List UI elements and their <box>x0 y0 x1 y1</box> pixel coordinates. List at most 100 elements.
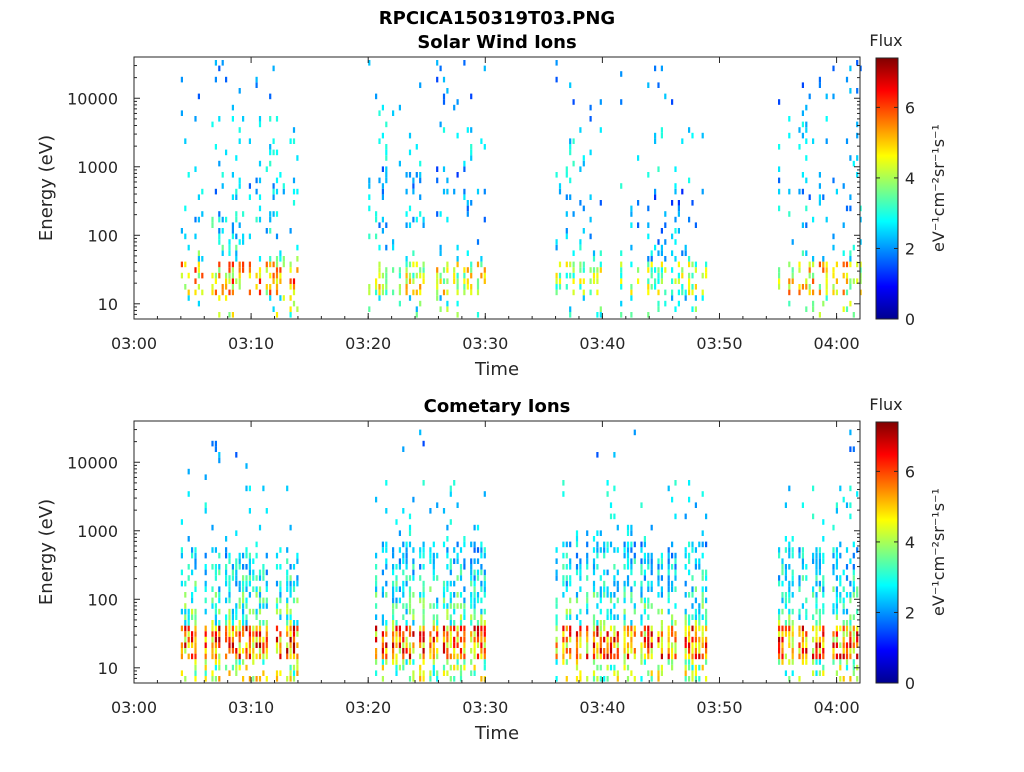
spectrogram-cell <box>565 552 568 559</box>
spectrogram-cell <box>835 592 838 598</box>
spectrogram-cell <box>197 272 200 279</box>
spectrogram-cell <box>408 272 412 279</box>
spectrogram-cell <box>606 586 609 592</box>
spectrogram-cell <box>275 564 279 570</box>
colorbar <box>875 57 899 320</box>
spectrogram-cell <box>381 104 384 111</box>
spectrogram-cell <box>245 586 248 592</box>
spectrogram-cell <box>392 239 395 245</box>
spectrogram-cell <box>480 552 483 559</box>
spectrogram-cell <box>671 564 674 570</box>
spectrogram-cell <box>225 580 228 587</box>
spectrogram-cell <box>419 575 422 581</box>
spectrogram-cell <box>805 250 808 256</box>
spectrogram-cell <box>660 132 663 139</box>
spectrogram-cell <box>228 312 231 318</box>
spectrogram-cell <box>842 569 845 576</box>
spectrogram-cell <box>258 194 262 200</box>
spectrogram-cell <box>643 603 646 609</box>
spectrogram-cell <box>412 608 415 615</box>
spectrogram-cell <box>832 93 835 100</box>
spectrogram-cell <box>818 659 821 665</box>
spectrogram-cell <box>705 642 708 648</box>
spectrogram-cell <box>630 541 633 548</box>
spectrogram-cell <box>408 524 412 531</box>
y-tick-label: 10000 <box>67 89 118 108</box>
spectrogram-cell <box>832 636 835 643</box>
spectrogram-cell <box>368 60 371 66</box>
spectrogram-cell <box>476 261 480 268</box>
spectrogram-cell <box>842 586 845 592</box>
spectrogram-cell <box>275 278 279 284</box>
spectrogram-cell <box>235 614 238 620</box>
spectrogram-cell <box>398 300 401 307</box>
spectrogram-cell <box>442 636 446 643</box>
spectrogram-cell <box>449 558 452 564</box>
spectrogram-cell <box>660 592 663 598</box>
spectrogram-cell <box>228 239 231 245</box>
spectrogram-cell <box>579 127 582 133</box>
spectrogram-cell <box>818 564 821 570</box>
spectrogram-cell <box>235 670 238 676</box>
spectrogram-cell <box>436 552 439 559</box>
spectrogram-cell <box>375 648 378 654</box>
spectrogram-cell <box>252 653 255 660</box>
spectrogram-cell <box>832 524 835 531</box>
spectrogram-cell <box>671 99 674 105</box>
spectrogram-cell <box>660 250 663 256</box>
spectrogram-cell <box>214 648 217 654</box>
spectrogram-cell <box>609 513 613 520</box>
spectrogram-cell <box>791 642 794 648</box>
spectrogram-cell <box>842 676 845 682</box>
spectrogram-cell <box>248 272 251 279</box>
spectrogram-cell <box>238 222 241 228</box>
spectrogram-cell <box>805 278 808 284</box>
spectrogram-cell <box>398 636 401 643</box>
spectrogram-cell <box>214 278 217 284</box>
spectrogram-cell <box>286 575 289 581</box>
spectrogram-cell <box>845 261 849 268</box>
spectrogram-cell <box>191 642 194 648</box>
spectrogram-cell <box>228 289 231 296</box>
y-axis-label: Energy (eV) <box>36 135 57 241</box>
spectrogram-cell <box>623 620 626 626</box>
spectrogram-cell <box>835 552 838 559</box>
spectrogram-cell <box>228 250 231 256</box>
spectrogram-cell <box>262 648 265 654</box>
spectrogram-cell <box>286 625 289 632</box>
spectrogram-cell <box>630 636 633 643</box>
spectrogram-cell <box>211 670 214 676</box>
spectrogram-cell <box>781 580 784 587</box>
spectrogram-cell <box>385 620 388 626</box>
spectrogram-cell <box>626 552 630 559</box>
spectrogram-cell <box>694 267 697 273</box>
spectrogram-cell <box>839 592 842 598</box>
spectrogram-cell <box>242 580 245 587</box>
spectrogram-cell <box>248 642 251 648</box>
spectrogram-cell <box>599 676 602 682</box>
spectrogram-cell <box>647 172 650 178</box>
spectrogram-cell <box>647 284 650 290</box>
spectrogram-cell <box>385 222 388 228</box>
spectrogram-cell <box>432 603 435 609</box>
spectrogram-cell <box>184 620 187 626</box>
spectrogram-cell <box>442 625 446 632</box>
spectrogram-cell <box>235 558 238 564</box>
spectrogram-cell <box>238 648 241 654</box>
spectrogram-cell <box>258 177 262 184</box>
spectrogram-cell <box>633 552 636 559</box>
spectrogram-cell <box>292 284 296 290</box>
spectrogram-cell <box>852 312 855 318</box>
spectrogram-cell <box>650 625 653 632</box>
spectrogram-cell <box>275 116 279 122</box>
spectrogram-cell <box>856 631 859 637</box>
spectrogram-cell <box>436 211 439 217</box>
spectrogram-cell <box>218 233 221 240</box>
x-tick-label: 03:00 <box>111 334 157 353</box>
colorbar-tick-label: 2 <box>905 239 915 258</box>
spectrogram-cell <box>476 642 480 648</box>
spectrogram-cell <box>657 306 660 312</box>
spectrogram-cell <box>599 620 602 626</box>
spectrogram-cell <box>453 625 456 632</box>
